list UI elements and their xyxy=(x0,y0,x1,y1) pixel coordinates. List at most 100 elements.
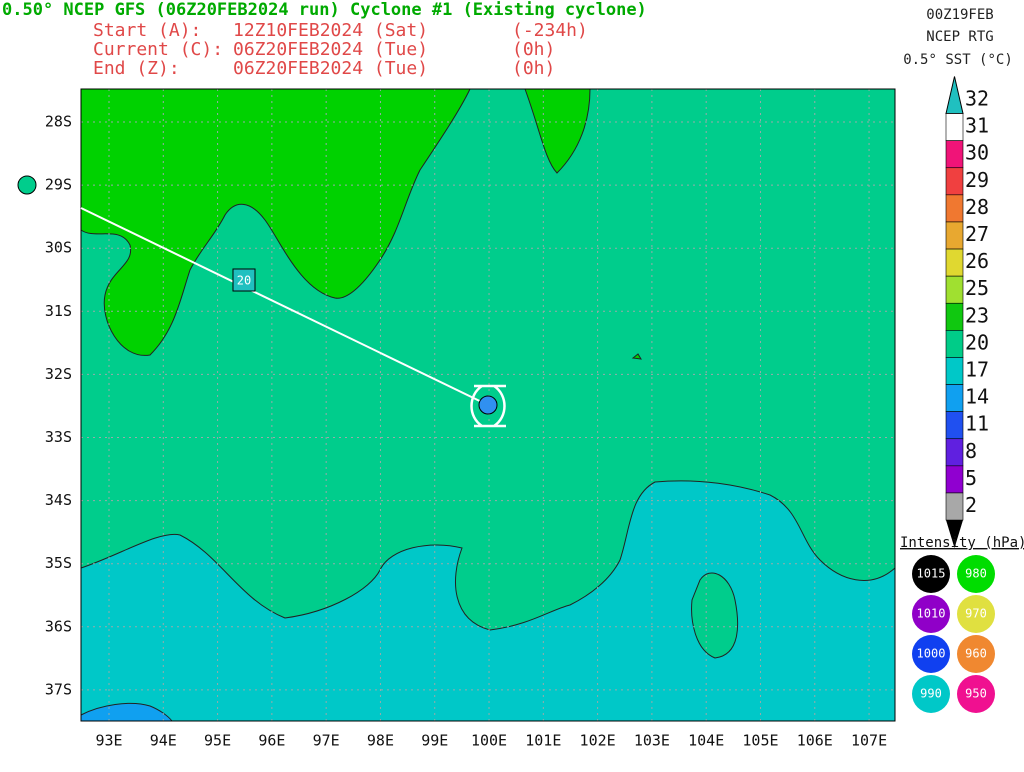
info: (0h) xyxy=(512,58,555,79)
colorbar-cell xyxy=(945,330,964,358)
lon-label: 95E xyxy=(204,732,231,750)
intensity-label: 1015 xyxy=(917,567,946,581)
colorbar-label: 26 xyxy=(965,249,989,273)
info: (-234h) xyxy=(512,20,588,41)
colorbar-label: 29 xyxy=(965,168,989,192)
colorbar-cell xyxy=(945,194,964,223)
sst-region xyxy=(524,88,591,174)
colorbar-label: 14 xyxy=(965,385,989,409)
run-info: Start (A): 12Z10FEB2024 (Sat) (-234h) Cu… xyxy=(93,20,588,79)
lat-label: 37S xyxy=(45,680,72,698)
lon-label: 103E xyxy=(634,732,670,750)
lon-label: 102E xyxy=(580,732,616,750)
colorbar-label: 27 xyxy=(965,222,989,246)
intensity-swatch xyxy=(912,675,950,713)
colorbar-label: 17 xyxy=(965,358,989,382)
colorbar-cell xyxy=(945,221,964,250)
colorbar-label: 25 xyxy=(965,276,989,300)
title: 0.50° NCEP GFS (06Z20FEB2024 run) Cyclon… xyxy=(2,0,647,20)
track-start xyxy=(17,175,37,195)
intensity-swatch xyxy=(957,555,995,593)
lon-label: 94E xyxy=(150,732,177,750)
colorbar-label: 23 xyxy=(965,303,989,327)
info: 12Z10FEB2024 (Sat) xyxy=(233,20,428,41)
sst-region xyxy=(80,480,896,722)
lon-label: 97E xyxy=(313,732,340,750)
sst-region xyxy=(80,702,174,722)
intensity-label: 990 xyxy=(920,687,942,701)
colorbar-cell xyxy=(945,167,964,196)
colorbar-cell xyxy=(945,113,964,141)
colorbar-cell xyxy=(945,248,964,277)
colorbar-label: 2 xyxy=(965,493,977,517)
intensity-legend: 1015 980 1010 970 1000 960 990 950 xyxy=(912,555,995,713)
track-label: 20 xyxy=(237,274,251,288)
colorbar-cell xyxy=(945,465,964,494)
colorbar-label: 20 xyxy=(965,330,989,354)
lat-label: 28S xyxy=(45,113,72,131)
current-position xyxy=(470,384,506,428)
map: 20 xyxy=(80,88,896,722)
colorbar-cell xyxy=(945,438,964,467)
sst-title: 0.5° SST (°C) xyxy=(903,52,1013,68)
intensity-label: 970 xyxy=(965,607,987,621)
lat-label: 29S xyxy=(45,176,72,194)
source: NCEP RTG xyxy=(926,29,993,45)
lon-label: 100E xyxy=(471,732,507,750)
track xyxy=(80,207,489,406)
colorbar-label: 5 xyxy=(965,466,977,490)
intensity-swatch xyxy=(912,595,950,633)
intensity-swatch xyxy=(957,595,995,633)
colorbar-label: 11 xyxy=(965,412,989,436)
info: 06Z20FEB2024 (Tue) xyxy=(233,58,428,79)
lat-label: 33S xyxy=(45,428,72,446)
islet xyxy=(631,353,642,360)
lon-label: 101E xyxy=(525,732,561,750)
intensity-label: 980 xyxy=(965,567,987,581)
colorbar-label: 32 xyxy=(965,87,989,111)
intensity-label: 1000 xyxy=(917,647,946,661)
colorbar-cell xyxy=(945,492,964,521)
analysis-time: 00Z19FEB xyxy=(926,7,993,23)
sst-colorbar: 32 31 30 29 28 27 26 25 23 20 17 14 11 8 5 2 xyxy=(945,76,989,549)
grid xyxy=(81,89,895,721)
colorbar-cell xyxy=(945,384,964,412)
intensity-swatch xyxy=(912,555,950,593)
colorbar-cell xyxy=(945,140,964,169)
lat-label: 34S xyxy=(45,491,72,509)
lon-label: 105E xyxy=(742,732,778,750)
intensity-swatch xyxy=(957,675,995,713)
info: End (Z): xyxy=(93,58,180,79)
lon-label: 106E xyxy=(797,732,833,750)
lon-label: 96E xyxy=(258,732,285,750)
lon-label: 107E xyxy=(851,732,887,750)
lat-label: 31S xyxy=(45,302,72,320)
lon-label: 104E xyxy=(688,732,724,750)
intensity-label: 950 xyxy=(965,687,987,701)
intensity-swatch xyxy=(912,635,950,673)
lat-label: 30S xyxy=(45,239,72,257)
lon-label: 99E xyxy=(421,732,448,750)
colorbar-cell xyxy=(945,302,964,331)
lon-label: 93E xyxy=(95,732,122,750)
intensity-swatch xyxy=(957,635,995,673)
colorbar-cell xyxy=(945,275,964,304)
info: 06Z20FEB2024 (Tue) xyxy=(233,39,428,60)
intensity-label: 960 xyxy=(965,647,987,661)
colorbar-tip xyxy=(945,76,964,115)
intensity-title: Intensity (hPa): xyxy=(900,535,1024,551)
info: Current (C): xyxy=(93,39,223,60)
info: (0h) xyxy=(512,39,555,60)
colorbar-label: 31 xyxy=(965,114,989,138)
colorbar-cell xyxy=(945,411,964,440)
colorbar-label: 30 xyxy=(965,141,989,165)
map-frame xyxy=(80,88,896,722)
colorbar-label: 8 xyxy=(965,439,977,463)
colorbar-tip xyxy=(946,520,963,549)
sst-region xyxy=(80,88,471,356)
colorbar-label: 28 xyxy=(965,195,989,219)
lat-label: 32S xyxy=(45,365,72,383)
intensity-label: 1010 xyxy=(917,607,946,621)
lon-label: 98E xyxy=(367,732,394,750)
